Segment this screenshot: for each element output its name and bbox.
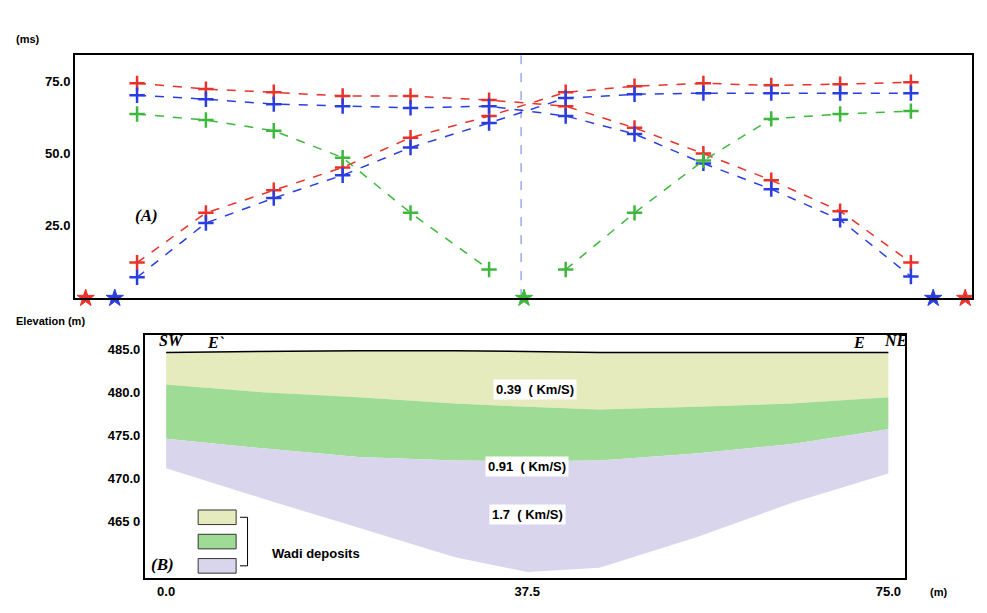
svg-text:E`: E` (207, 334, 224, 351)
svg-text:NE: NE (884, 332, 907, 349)
svg-text:Elevation (m): Elevation (m) (16, 315, 85, 327)
svg-text:0.91 ( Km/S): 0.91 ( Km/S) (488, 459, 566, 474)
svg-text:SW: SW (159, 332, 184, 349)
svg-text:(ms): (ms) (16, 33, 40, 45)
svg-text:75.0: 75.0 (45, 74, 70, 89)
svg-text:Wadi deposits: Wadi deposits (272, 546, 360, 561)
svg-text:E: E (853, 334, 865, 351)
svg-text:465 0: 465 0 (108, 514, 141, 529)
svg-text:0.39 ( Km/S): 0.39 ( Km/S) (496, 382, 574, 397)
svg-text:1.7 ( Km/S): 1.7 ( Km/S) (492, 507, 563, 522)
svg-text:(B): (B) (151, 555, 174, 574)
svg-text:470.0: 470.0 (108, 471, 141, 486)
svg-text:(A): (A) (135, 206, 158, 225)
svg-text:485.0: 485.0 (108, 342, 141, 357)
svg-text:25.0: 25.0 (45, 218, 70, 233)
svg-text:480.0: 480.0 (108, 385, 141, 400)
svg-text:50.0: 50.0 (45, 146, 70, 161)
svg-text:75.0: 75.0 (876, 584, 901, 599)
svg-text:0.0: 0.0 (157, 584, 175, 599)
svg-text:475.0: 475.0 (108, 428, 141, 443)
svg-text:37.5: 37.5 (515, 584, 540, 599)
svg-text:(m): (m) (930, 586, 947, 598)
